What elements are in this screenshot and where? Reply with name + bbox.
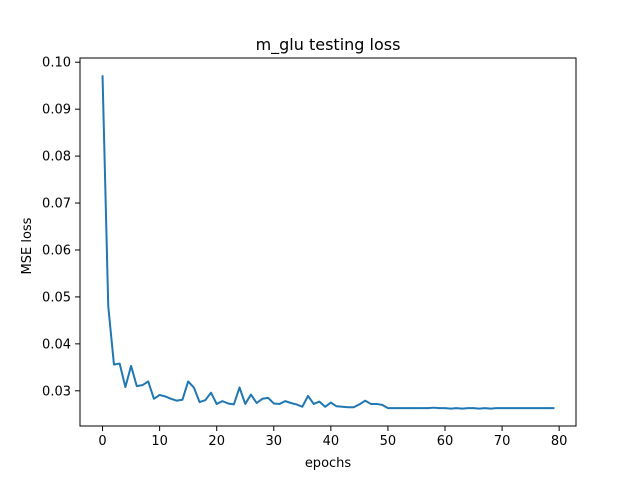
x-tick-label: 20 [208, 434, 225, 449]
y-tick-label: 0.08 [42, 150, 71, 165]
axes-frame [79, 57, 577, 427]
x-tick-label: 70 [494, 434, 511, 449]
x-tick-label: 30 [266, 434, 283, 449]
series-line-0 [101, 75, 555, 410]
y-tick-label: 0.07 [42, 197, 71, 212]
y-axis-label: MSE loss [20, 217, 35, 274]
y-tick-label: 0.05 [42, 290, 71, 305]
x-tick-label: 10 [151, 434, 168, 449]
y-tick-label: 0.10 [42, 56, 71, 71]
x-tick-label: 40 [323, 434, 340, 449]
y-tick-label: 0.03 [42, 384, 71, 399]
x-tick-label: 60 [437, 434, 454, 449]
y-tick-label: 0.09 [42, 103, 71, 118]
y-tick-label: 0.04 [42, 337, 71, 352]
x-tick-label: 50 [380, 434, 397, 449]
x-tick-label: 0 [98, 434, 106, 449]
x-tick-label: 80 [551, 434, 568, 449]
plot-area: 0 10 20 30 40 50 60 70 80 0.03 0.04 0.05 0.06 0.07 0.0… [42, 56, 577, 449]
x-axis-label: epochs [305, 456, 352, 471]
chart-title: m_glu testing loss [256, 35, 401, 55]
y-tick-label: 0.06 [42, 243, 71, 258]
